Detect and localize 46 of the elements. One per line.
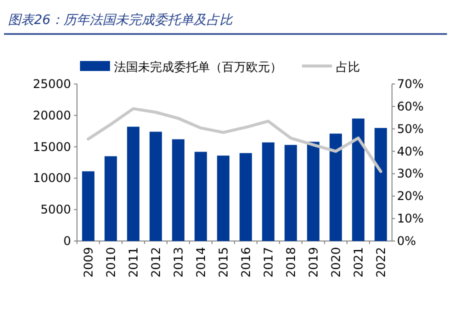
y-tick-label: 10000 (32, 171, 71, 186)
y-tick-label: 15000 (32, 140, 71, 154)
bar (217, 156, 230, 241)
y-tick-label: 0 (63, 234, 71, 248)
x-tick-label: 2009 (81, 247, 96, 278)
x-tick-label: 2012 (148, 247, 163, 278)
bar (262, 142, 274, 241)
bar (307, 142, 320, 241)
x-tick-label: 2020 (328, 247, 343, 278)
y2-tick-label: 70% (397, 77, 424, 91)
bar (374, 128, 387, 241)
x-tick-label: 2015 (216, 247, 230, 278)
x-tick-label: 2010 (104, 247, 118, 278)
chart-title: 图表26：历年法国未完成委托单及占比 (8, 12, 234, 28)
y-tick-label: 5000 (40, 202, 71, 217)
bar (240, 153, 252, 241)
x-tick-label: 2021 (351, 247, 366, 278)
bar (150, 132, 162, 241)
y2-tick-label: 40% (397, 144, 424, 158)
bar (82, 171, 94, 241)
x-tick-label: 2017 (261, 247, 276, 278)
x-tick-label: 2016 (238, 247, 253, 278)
y-tick-label: 20000 (32, 108, 71, 122)
legend-label: 占比 (336, 60, 360, 74)
bar (330, 134, 342, 241)
legend-label: 法国未完成委托单（百万欧元） (114, 60, 282, 74)
y-tick-label: 25000 (32, 77, 71, 91)
x-tick-label: 2018 (284, 247, 298, 278)
y2-tick-label: 20% (397, 189, 424, 204)
bar (172, 139, 184, 241)
x-tick-label: 2013 (171, 247, 186, 278)
bar (194, 152, 207, 241)
y2-tick-label: 10% (397, 212, 424, 226)
y2-tick-label: 0% (397, 234, 416, 248)
bar (104, 156, 117, 241)
y2-tick-label: 60% (397, 99, 424, 114)
x-tick-label: 2011 (126, 247, 140, 278)
x-tick-label: 2022 (374, 247, 388, 278)
bar (284, 144, 297, 241)
x-tick-label: 2019 (306, 247, 320, 278)
x-tick-label: 2014 (194, 247, 208, 278)
line-series (86, 107, 382, 173)
bar (352, 118, 364, 241)
y2-tick-label: 50% (397, 122, 424, 136)
y2-tick-label: 30% (397, 166, 424, 181)
bar (127, 126, 140, 241)
